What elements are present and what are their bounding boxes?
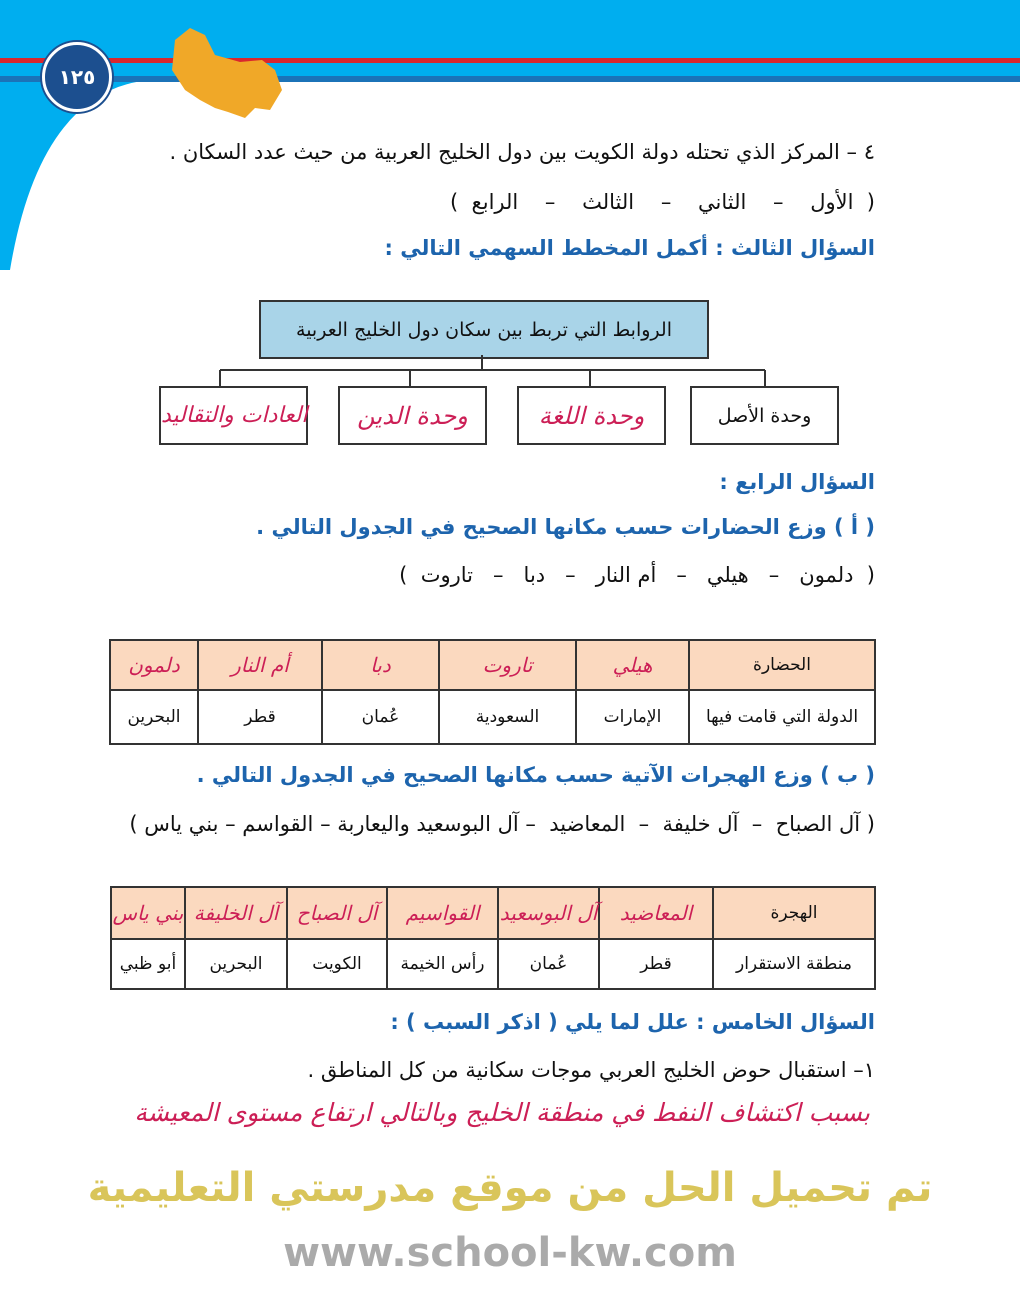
- diagram-connectors: [219, 355, 766, 386]
- page-header-graphic: [0, 0, 1020, 270]
- answer-cell: آل الخليفة: [184, 886, 288, 940]
- table-cell: قطر: [598, 938, 714, 990]
- table-cell: أبو ظبي: [110, 938, 186, 990]
- q5-handwritten-answer: بسبب اكتشاف النفط في منطقة الخليج وبالتا…: [134, 1098, 870, 1127]
- q3-title: السؤال الثالث : أكمل المخطط السهمي التال…: [384, 236, 875, 260]
- answer-cell: آل الصباح: [286, 886, 388, 940]
- table-cell: عُمان: [497, 938, 600, 990]
- diagram-child-4-answer: العادات والتقاليد: [159, 386, 308, 445]
- answer-cell: آل البوسعيد: [497, 886, 600, 940]
- q4-options: ( الأول – الثاني – الثالث – الرابع ): [450, 190, 875, 214]
- part-a-instruction: ( أ ) وزع الحضارات حسب مكانها الصحيح في …: [256, 515, 875, 539]
- table-cell: البحرين: [109, 689, 199, 745]
- answer-cell: دلمون: [109, 639, 199, 691]
- q5-title: السؤال الخامس : علل لما يلي ( اذكر السبب…: [390, 1010, 875, 1034]
- q5-item: ١– استقبال حوض الخليج العربي موجات سكاني…: [307, 1058, 876, 1082]
- table-cell: السعودية: [438, 689, 577, 745]
- diagram-child-3-answer: وحدة الدين: [338, 386, 487, 445]
- diagram-child-1: وحدة الأصل: [690, 386, 839, 445]
- table-cell: عُمان: [321, 689, 440, 745]
- diagram-child-2-answer: وحدة اللغة: [517, 386, 666, 445]
- watermark: تم تحميل الحل من موقع مدرستي التعليمية: [87, 1165, 933, 1211]
- table-cell: الكويت: [286, 938, 388, 990]
- answer-cell: القواسيم: [386, 886, 499, 940]
- row-header: الهجرة: [712, 886, 876, 940]
- page-number-badge: ١٢٥: [42, 42, 112, 112]
- row-header: الدولة التي قامت فيها: [688, 689, 876, 745]
- answer-cell: دبا: [321, 639, 440, 691]
- table-cell: الإمارات: [575, 689, 690, 745]
- answer-cell: بني ياس: [110, 886, 186, 940]
- part-b-instruction: ( ب ) وزع الهجرات الآتية حسب مكانها الصح…: [196, 763, 875, 787]
- part-b-options: ( آل الصباح – آل خليفة – المعاضيد – آل ا…: [129, 812, 875, 836]
- row-header: الحضارة: [688, 639, 876, 691]
- table-cell: قطر: [197, 689, 323, 745]
- civilizations-table: الحضارة هيلي تاروت دبا أم النار دلمون ال…: [109, 639, 876, 745]
- answer-cell: تاروت: [438, 639, 577, 691]
- q4-section-title: السؤال الرابع :: [719, 470, 875, 494]
- table-cell: رأس الخيمة: [386, 938, 499, 990]
- part-a-options: ( دلمون – هيلي – أم النار – دبا – تاروت …: [399, 563, 875, 587]
- migrations-table: الهجرة المعاضيد آل البوسعيد القواسيم آل …: [110, 886, 876, 990]
- answer-cell: المعاضيد: [598, 886, 714, 940]
- diagram-root: الروابط التي تربط بين سكان دول الخليج ال…: [259, 300, 709, 359]
- answer-cell: أم النار: [197, 639, 323, 691]
- row-header: منطقة الاستقرار: [712, 938, 876, 990]
- watermark-site: www.school-kw.com: [283, 1230, 737, 1276]
- page-number: ١٢٥: [58, 65, 96, 89]
- q4-item-text: ٤ – المركز الذي تحتله دولة الكويت بين دو…: [169, 140, 875, 164]
- gulf-map-icon: [172, 28, 282, 118]
- answer-cell: هيلي: [575, 639, 690, 691]
- table-cell: البحرين: [184, 938, 288, 990]
